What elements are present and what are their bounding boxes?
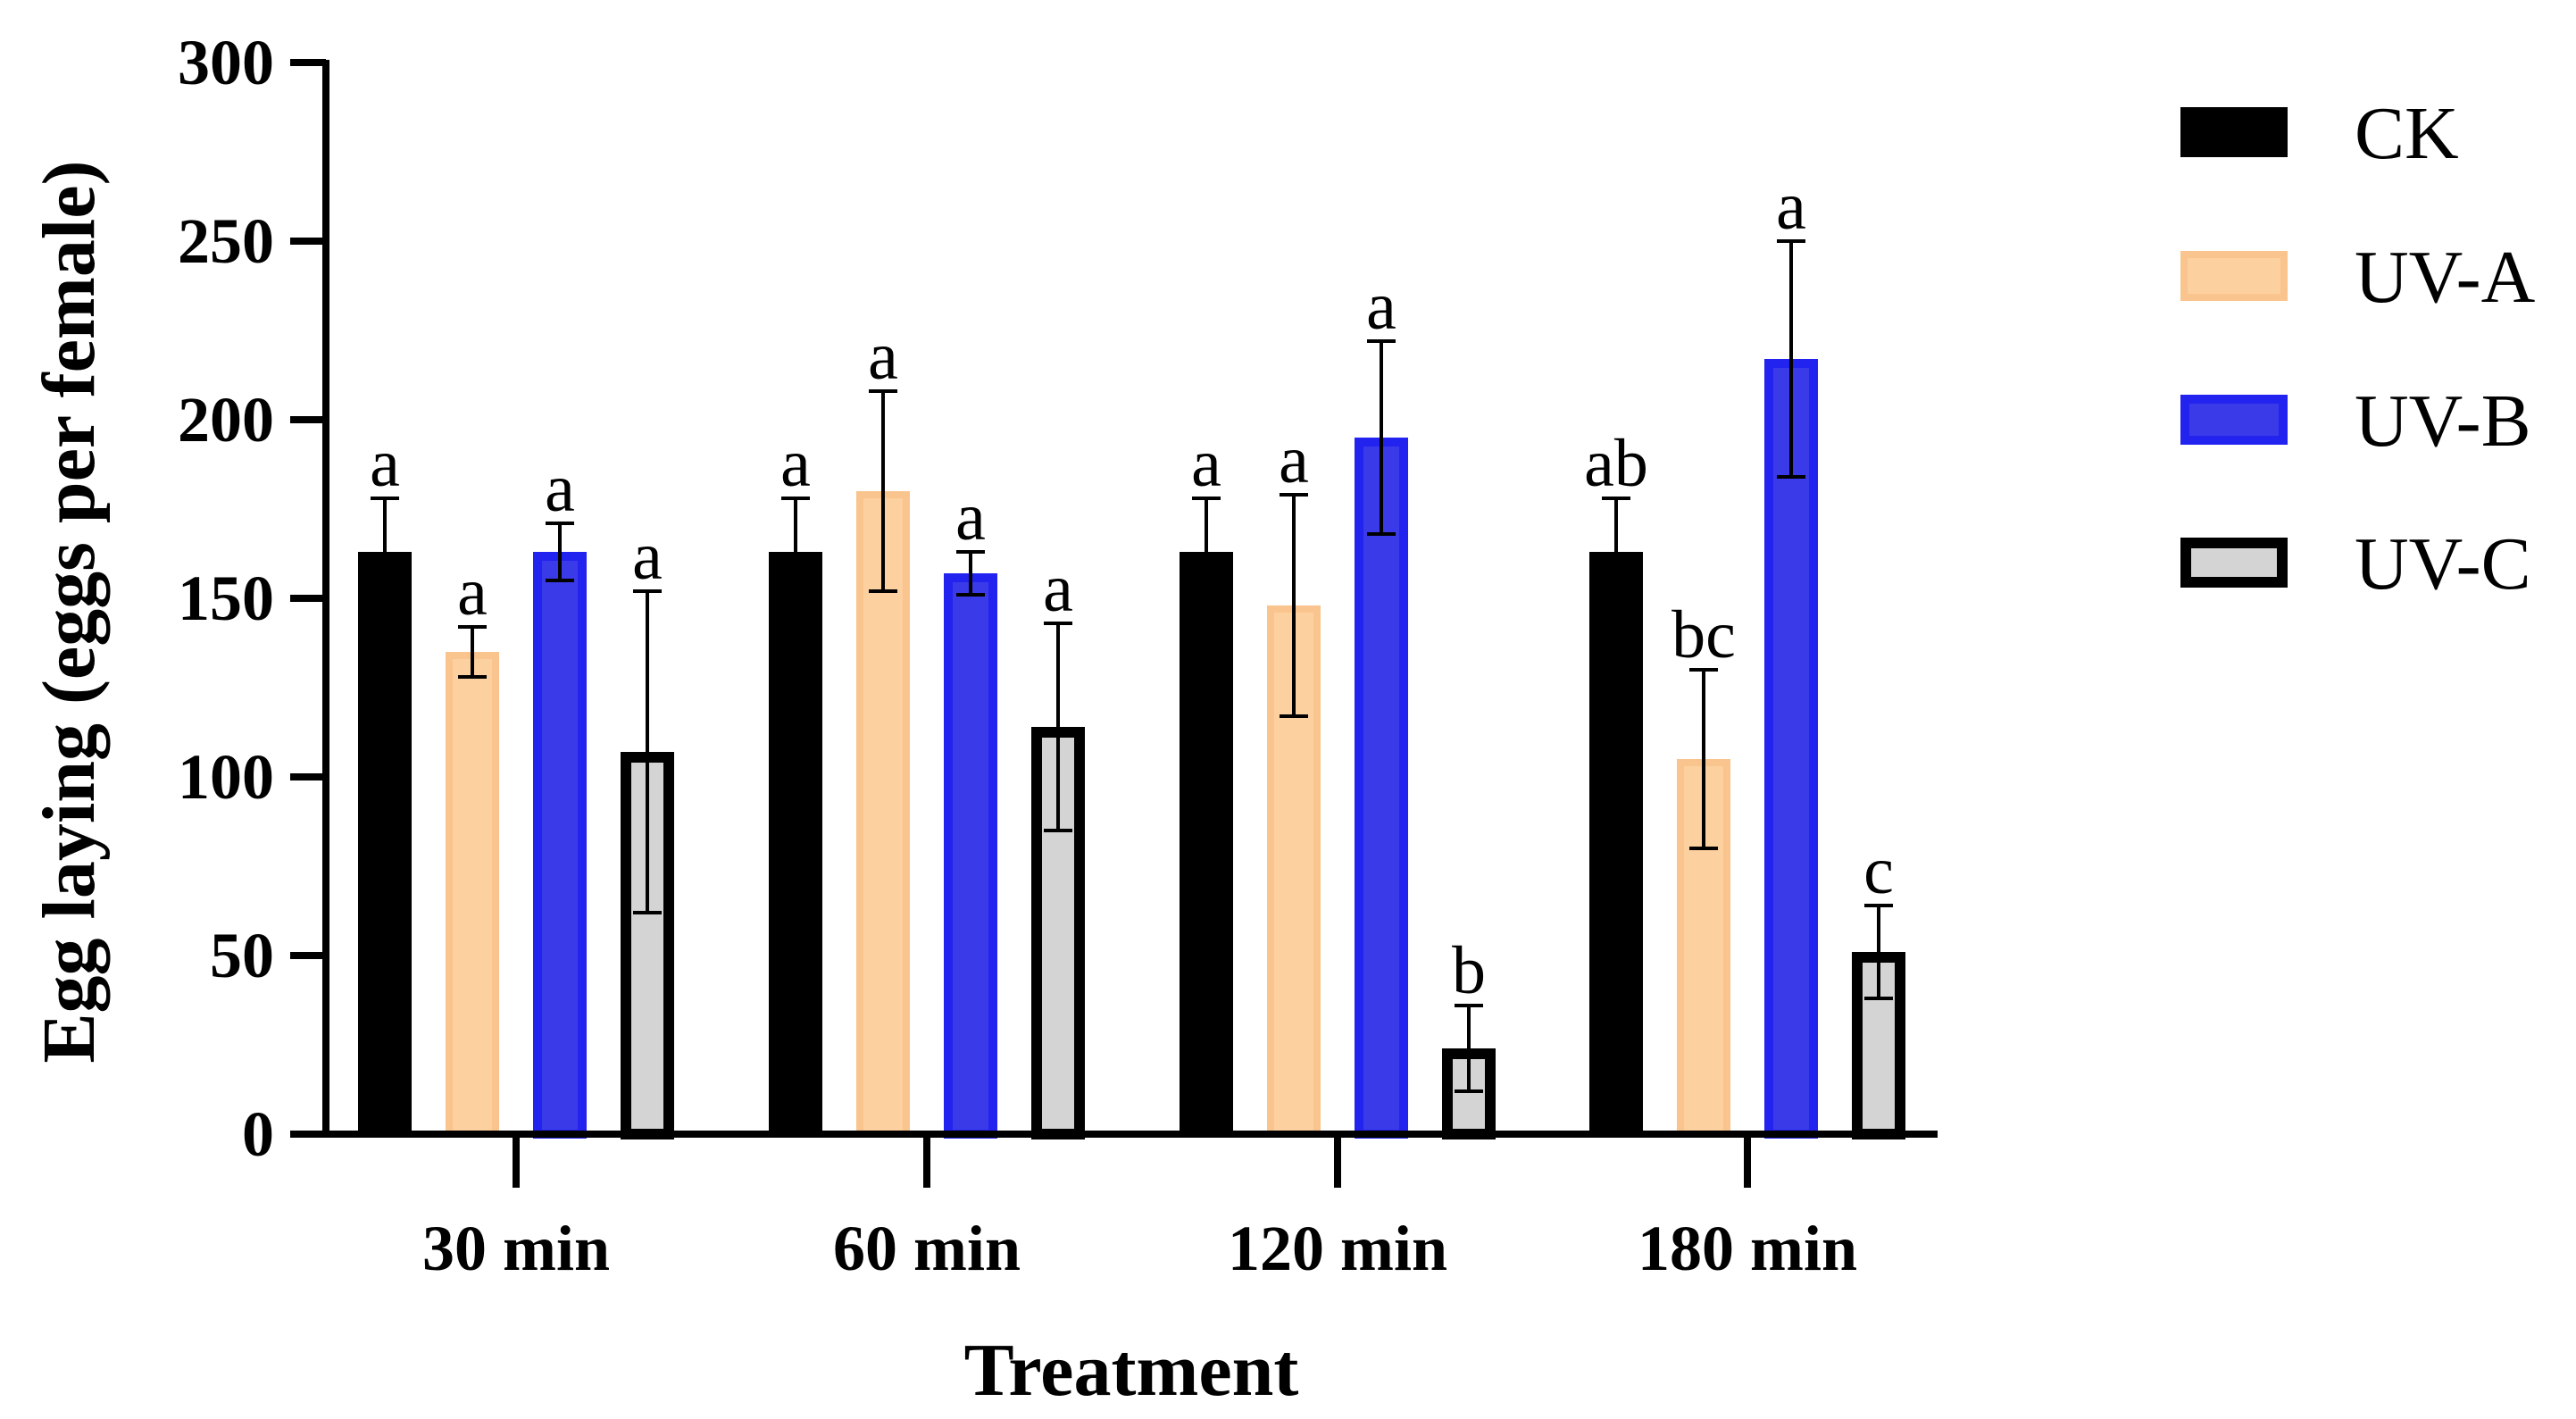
bars-layer [358,239,1905,1139]
error-bar [1192,497,1221,607]
significance-letter: a [868,319,898,394]
y-tick-label: 50 [210,920,274,991]
significance-letter: a [370,426,400,501]
legend-item-uv-c: UV-C [2180,522,2531,605]
significance-letter: ab [1584,426,1648,501]
error-bar [1777,239,1805,479]
significance-letter: a [545,451,575,526]
error-bar [458,625,487,679]
legend-label: UV-A [2355,236,2536,319]
significance-letter: b [1452,933,1486,1008]
bar-ck-120min [1180,552,1233,1134]
y-tick-label: 200 [178,384,274,455]
bar-uv-b-120min [1355,438,1408,1139]
error-bar [1602,497,1630,607]
legend-item-uv-a: UV-A [2180,236,2536,319]
error-bar [869,389,897,593]
y-tick-label: 100 [178,741,274,813]
bar-ck-30min [358,552,412,1134]
x-tick-label: 60 min [833,1213,1021,1284]
bar-uv-c-30min [621,752,674,1139]
error-bar [1280,493,1308,718]
y-tick-label: 300 [178,27,274,98]
bar-uv-a-60min [856,491,910,1138]
legend-swatch [2180,251,2288,301]
legend-label: UV-C [2355,522,2531,605]
significance-letter: a [1043,551,1073,626]
error-bar [371,497,399,607]
y-tick-label: 150 [178,563,274,634]
y-tick-label: 0 [242,1098,274,1170]
significance-letter: c [1863,833,1894,908]
x-tick-label: 30 min [422,1213,610,1284]
legend-item-ck: CK [2180,92,2459,175]
legend-label: CK [2355,92,2459,175]
error-bar [1044,622,1072,832]
error-bar [1455,1004,1483,1093]
significance-letter: a [1366,269,1396,344]
legend-item-uv-b: UV-B [2180,380,2531,463]
legend-swatch [2180,395,2288,445]
bar-uv-b-60min [944,573,997,1139]
error-bar [633,589,662,914]
significance-letter: a [1776,169,1806,244]
bar-uv-a-30min [446,652,499,1138]
x-axis-title: Treatment [964,1329,1299,1412]
y-axis-title: Egg laying (eggs per female) [28,161,111,1064]
error-bar [546,522,574,582]
error-bar [1864,904,1893,1000]
legend-label: UV-B [2355,380,2531,463]
error-bar [781,497,810,607]
bar-ck-60min [769,552,822,1134]
y-tick-label: 250 [178,205,274,277]
legend-swatch [2180,538,2288,588]
x-tick-label: 180 min [1638,1213,1857,1284]
bar-ck-180min [1589,552,1643,1134]
legend: CK UV-A UV-B UV-C [2180,92,2536,605]
significance-letter: a [780,426,811,501]
significance-letter: a [955,480,986,555]
significance-letter: bc [1671,597,1736,672]
significance-letter: a [1191,426,1221,501]
x-tick-label: 120 min [1228,1213,1447,1284]
significance-letter: a [632,519,663,594]
bar-uv-b-180min [1764,359,1818,1139]
significance-letter: a [1279,422,1309,497]
legend-swatch [2180,107,2288,157]
error-bar [1367,339,1396,536]
significance-letter: a [457,555,488,630]
axes-layer: 0 50 100 150 200 250 300 30 min 60 min 120 min 180… [178,27,1938,1284]
error-bar [1689,668,1718,850]
bar-uv-b-30min [533,552,587,1139]
error-bar [956,550,985,597]
